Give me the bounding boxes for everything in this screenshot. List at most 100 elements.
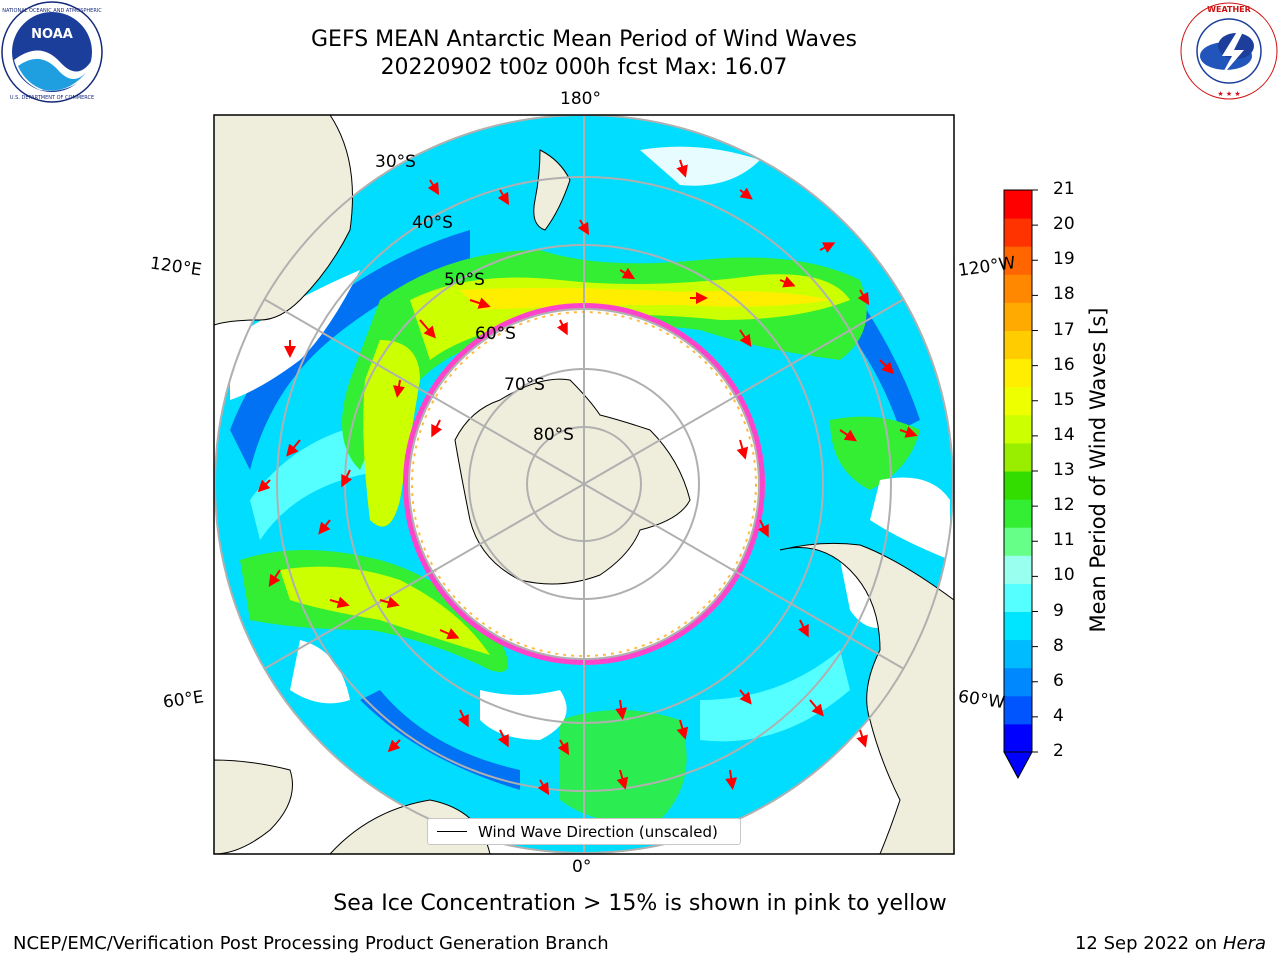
arrow xyxy=(615,699,628,720)
colorbar-tick-label: 9 xyxy=(1053,600,1064,621)
colorbar-title: Mean Period of Wind Waves [s] xyxy=(1086,307,1110,633)
arrow xyxy=(857,289,870,306)
colorbar-segment xyxy=(1004,190,1032,219)
colorbar-segment xyxy=(1004,218,1032,247)
svg-text:NATIONAL OCEANIC AND ATMOSPHER: NATIONAL OCEANIC AND ATMOSPHERIC xyxy=(2,8,102,14)
legend-label: Wind Wave Direction (unscaled) xyxy=(478,823,718,841)
lat-label-80s: 80°S xyxy=(533,425,574,445)
date-text: 12 Sep 2022 on Hera xyxy=(1075,933,1266,954)
colorbar-segment xyxy=(1004,527,1032,556)
arrow xyxy=(856,729,868,748)
arrow xyxy=(839,429,857,442)
arrow xyxy=(879,359,895,375)
arrow xyxy=(387,739,401,753)
lat-label-50s: 50°S xyxy=(444,270,485,290)
colorbar-segment xyxy=(1004,639,1032,669)
arrow xyxy=(725,769,738,790)
map-frame xyxy=(213,114,955,855)
colorbar-segment xyxy=(1004,358,1032,388)
host-label: Hera xyxy=(1222,933,1266,954)
arrow xyxy=(819,242,836,254)
arrow xyxy=(457,709,469,728)
arrow xyxy=(497,729,509,748)
colorbar-segment xyxy=(1004,667,1032,697)
arrow xyxy=(318,519,331,535)
arrow xyxy=(557,739,570,756)
arrow xyxy=(676,159,688,178)
colorbar-segment xyxy=(1004,442,1032,472)
sea-ice-note: Sea Ice Concentration > 15% is shown in … xyxy=(333,891,947,916)
colorbar-tick-label: 20 xyxy=(1053,214,1075,235)
arrow xyxy=(809,699,824,717)
colorbar-segment xyxy=(1004,611,1032,641)
arrow xyxy=(419,319,436,339)
colorbar-tick-label: 8 xyxy=(1053,635,1064,656)
arrow xyxy=(797,619,809,638)
colorbar xyxy=(1003,189,1038,780)
wind-wave-arrows xyxy=(257,159,918,796)
colorbar-segment xyxy=(1004,723,1032,753)
arrow xyxy=(739,187,753,200)
arrow xyxy=(736,439,749,460)
arrow xyxy=(393,379,405,398)
figure-title: GEFS MEAN Antarctic Mean Period of Wind … xyxy=(311,27,857,52)
lat-label-60s: 60°S xyxy=(475,324,516,344)
arrow xyxy=(779,276,796,288)
colorbar-tick-label: 10 xyxy=(1053,565,1075,586)
arrow xyxy=(341,469,353,488)
arrow xyxy=(427,179,440,196)
colorbar-segment xyxy=(1004,386,1032,416)
lat-label-40s: 40°S xyxy=(412,213,453,233)
arrow xyxy=(439,628,460,640)
arrow xyxy=(899,426,918,438)
svg-text:U.S. DEPARTMENT OF COMMERCE: U.S. DEPARTMENT OF COMMERCE xyxy=(10,95,94,101)
legend-line-swatch xyxy=(437,831,467,832)
arrow xyxy=(286,439,301,457)
noaa-logo-text: NOAA xyxy=(31,27,73,42)
colorbar-segment xyxy=(1004,246,1032,275)
colorbar-tick-label: 6 xyxy=(1053,670,1064,691)
colorbar-tick-label: 11 xyxy=(1053,530,1075,551)
graticule xyxy=(214,115,954,854)
colorbar-extend-arrow xyxy=(1003,751,1033,780)
colorbar-tick-label: 2 xyxy=(1053,741,1064,761)
colorbar-segment xyxy=(1004,499,1032,528)
figure-subtitle: 20220902 t00z 000h fcst Max: 16.07 xyxy=(380,55,788,80)
nws-logo: WEATHER ★ ★ ★ xyxy=(1180,2,1278,100)
noaa-logo: NOAA NATIONAL OCEANIC AND ATMOSPHERIC U.… xyxy=(1,1,103,103)
arrow xyxy=(329,596,350,609)
lat-label-30s: 30°S xyxy=(375,152,416,172)
legend: Wind Wave Direction (unscaled) xyxy=(427,818,741,845)
date-label: 12 Sep 2022 on xyxy=(1074,933,1218,954)
colorbar-segment xyxy=(1004,695,1032,725)
lon-label-180: 180° xyxy=(560,89,601,109)
arrow xyxy=(739,329,752,347)
colorbar-tick-label: 15 xyxy=(1053,389,1075,410)
arrow xyxy=(757,519,769,538)
colorbar-tick-label: 19 xyxy=(1053,249,1075,270)
arrow xyxy=(619,267,636,280)
arrow xyxy=(556,319,568,336)
colorbar-tick-label: 14 xyxy=(1053,424,1075,445)
colorbar-tick-label: 21 xyxy=(1053,179,1075,199)
colorbar-tick-label: 4 xyxy=(1053,705,1064,726)
colorbar-segment xyxy=(1004,330,1032,360)
arrow xyxy=(676,719,689,740)
colorbar-segment xyxy=(1004,274,1032,303)
colorbar-tick-label: 13 xyxy=(1053,460,1075,480)
arrow xyxy=(739,689,752,705)
colorbar-tick-label: 17 xyxy=(1053,319,1075,340)
svg-text:★ ★ ★: ★ ★ ★ xyxy=(1217,90,1240,98)
credit-text: NCEP/EMC/Verification Post Processing Pr… xyxy=(13,933,609,954)
colorbar-tick-label: 16 xyxy=(1053,354,1075,375)
colorbar-tick-label: 12 xyxy=(1053,495,1075,516)
colorbar-segment xyxy=(1004,414,1032,444)
arrow xyxy=(577,219,590,236)
colorbar-segment xyxy=(1004,555,1032,584)
arrow xyxy=(431,419,443,438)
arrow xyxy=(257,479,271,493)
arrow xyxy=(469,297,491,309)
colorbar-segment xyxy=(1004,302,1032,331)
arrow xyxy=(268,569,281,587)
